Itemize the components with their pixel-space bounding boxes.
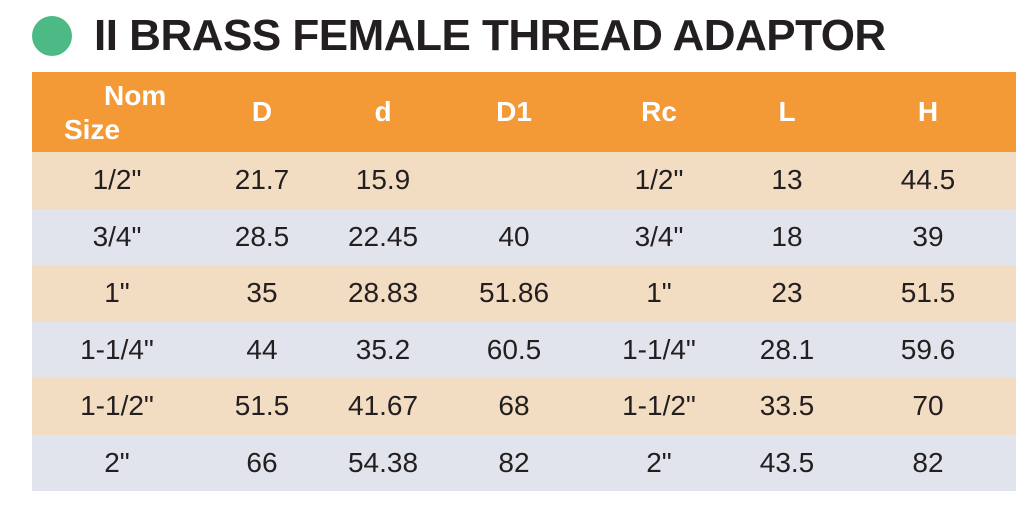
cell-D: 44 — [246, 333, 278, 365]
spec-table: Nom Size D d D1 Rc L H 1/2" 21.7 15.9 1/… — [32, 72, 1016, 491]
cell-L: 33.5 — [759, 390, 815, 422]
cell-nom-size: 1" — [104, 277, 130, 309]
table-row: 1-1/2" 51.5 41.67 68 1-1/2" 33.5 70 — [32, 378, 1016, 435]
cell-nom-size: 1/2" — [92, 164, 142, 196]
cell-H: 82 — [912, 446, 944, 478]
title-row: II BRASS FEMALE THREAD ADAPTOR — [32, 8, 886, 64]
cell-D1: 60.5 — [486, 333, 542, 365]
table-row: 3/4" 28.5 22.45 40 3/4" 18 39 — [32, 208, 1016, 265]
cell-L: 23 — [771, 277, 803, 309]
cell-D: 51.5 — [234, 390, 290, 422]
cell-H: 70 — [912, 390, 944, 422]
cell-d: 15.9 — [355, 164, 411, 196]
header-D1: D1 — [496, 96, 532, 127]
cell-Rc: 2" — [646, 446, 672, 478]
table-row: 2" 66 54.38 82 2" 43.5 82 — [32, 434, 1016, 491]
cell-D: 21.7 — [234, 164, 290, 196]
bullet-dot-icon — [32, 16, 72, 56]
cell-L: 13 — [771, 164, 803, 196]
cell-D1: 51.86 — [478, 277, 550, 309]
cell-nom-size: 1-1/4" — [80, 333, 154, 365]
cell-d: 54.38 — [347, 446, 419, 478]
cell-H: 51.5 — [900, 277, 956, 309]
cell-D: 66 — [246, 446, 278, 478]
header-Rc: Rc — [641, 96, 677, 127]
cell-Rc: 1/2" — [634, 164, 684, 196]
cell-D1 — [444, 152, 584, 209]
cell-H: 44.5 — [900, 164, 956, 196]
cell-d: 35.2 — [355, 333, 411, 365]
cell-D: 35 — [246, 277, 278, 309]
header-nom-line1: Nom — [104, 80, 167, 111]
cell-L: 43.5 — [759, 446, 815, 478]
cell-nom-size: 3/4" — [92, 220, 142, 252]
header-nom-line2: Size — [64, 114, 121, 145]
cell-d: 22.45 — [347, 220, 419, 252]
header-nom-size: Nom Size — [32, 72, 202, 152]
header-H: H — [917, 96, 939, 127]
cell-D1: 82 — [498, 446, 530, 478]
cell-H: 59.6 — [900, 333, 956, 365]
cell-nom-size: 1-1/2" — [80, 390, 154, 422]
header-D: D — [251, 96, 273, 127]
table-header-row: Nom Size D d D1 Rc L H — [32, 72, 1016, 152]
cell-Rc: 1" — [646, 277, 672, 309]
page-title: II BRASS FEMALE THREAD ADAPTOR — [94, 11, 886, 60]
cell-Rc: 3/4" — [634, 220, 684, 252]
cell-D: 28.5 — [234, 220, 290, 252]
cell-d: 41.67 — [347, 390, 419, 422]
cell-D1: 68 — [498, 390, 530, 422]
table-row: 1-1/4" 44 35.2 60.5 1-1/4" 28.1 59.6 — [32, 321, 1016, 378]
cell-Rc: 1-1/4" — [622, 333, 696, 365]
table-row: 1/2" 21.7 15.9 1/2" 13 44.5 — [32, 152, 1016, 209]
table-row: 1" 35 28.83 51.86 1" 23 51.5 — [32, 265, 1016, 322]
cell-nom-size: 2" — [104, 446, 130, 478]
header-L: L — [778, 96, 796, 127]
header-d: d — [374, 96, 392, 127]
cell-L: 28.1 — [759, 333, 815, 365]
cell-H: 39 — [912, 220, 944, 252]
cell-d: 28.83 — [347, 277, 419, 309]
cell-Rc: 1-1/2" — [622, 390, 696, 422]
cell-L: 18 — [771, 220, 803, 252]
cell-D1: 40 — [498, 220, 530, 252]
